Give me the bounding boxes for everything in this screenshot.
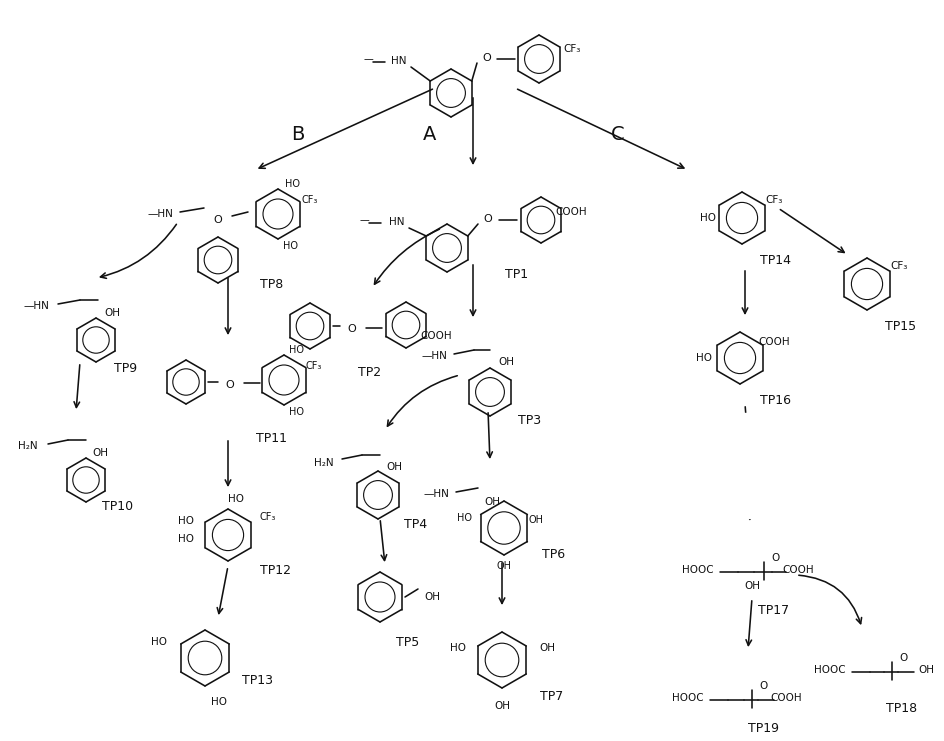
Text: CF₃: CF₃ xyxy=(765,195,782,205)
Text: —: — xyxy=(359,215,368,225)
Text: B: B xyxy=(291,125,304,144)
Text: HO: HO xyxy=(704,447,718,457)
Text: OH: OH xyxy=(385,462,401,472)
Text: TP12: TP12 xyxy=(261,565,291,577)
Text: HO: HO xyxy=(288,407,303,417)
Text: HO: HO xyxy=(456,513,471,523)
Text: OH: OH xyxy=(917,665,933,675)
Text: HO: HO xyxy=(177,534,194,544)
Text: C: C xyxy=(611,125,624,144)
Text: CF₃: CF₃ xyxy=(889,261,907,271)
Text: —: — xyxy=(362,54,373,64)
Text: HO: HO xyxy=(753,425,768,435)
Text: —HN: —HN xyxy=(147,209,173,219)
Text: OH: OH xyxy=(104,308,120,318)
Text: OH: OH xyxy=(496,561,511,571)
Text: CF₃: CF₃ xyxy=(563,44,580,54)
Text: OH: OH xyxy=(483,497,499,507)
Text: TP5: TP5 xyxy=(396,637,419,650)
Text: TP16: TP16 xyxy=(760,393,791,407)
Text: TP1: TP1 xyxy=(505,268,528,282)
Text: TP8: TP8 xyxy=(261,277,283,290)
Text: HO: HO xyxy=(753,427,768,437)
Text: OH: OH xyxy=(538,643,554,653)
Text: O: O xyxy=(482,53,491,63)
Text: COOH: COOH xyxy=(757,337,789,347)
Text: OH: OH xyxy=(494,701,510,711)
Text: HO: HO xyxy=(211,697,227,707)
Text: OH: OH xyxy=(742,503,757,513)
Text: CF₃: CF₃ xyxy=(301,195,318,205)
Text: HO: HO xyxy=(177,516,194,526)
Text: TP17: TP17 xyxy=(758,603,789,617)
Text: HO: HO xyxy=(151,637,167,647)
Text: O: O xyxy=(347,324,356,334)
Text: CF₃: CF₃ xyxy=(306,361,322,371)
Text: HO: HO xyxy=(704,467,718,477)
Text: TP4: TP4 xyxy=(404,519,427,531)
Text: A: A xyxy=(423,125,436,144)
Text: OH: OH xyxy=(528,515,543,525)
Text: COOH: COOH xyxy=(555,207,586,217)
Text: OH: OH xyxy=(92,448,108,458)
Text: OH: OH xyxy=(424,592,440,602)
Text: —HN: —HN xyxy=(423,489,448,499)
Text: COOH: COOH xyxy=(782,565,813,575)
Text: O: O xyxy=(483,214,492,224)
Text: COOH: COOH xyxy=(784,463,814,473)
Text: TP14: TP14 xyxy=(760,253,791,267)
Text: HO: HO xyxy=(228,494,244,504)
Text: O: O xyxy=(759,681,767,691)
Text: HO: HO xyxy=(700,213,716,223)
Text: TP10: TP10 xyxy=(102,499,133,513)
Text: H₂N: H₂N xyxy=(18,441,38,451)
Text: HO: HO xyxy=(696,353,711,363)
Text: HO: HO xyxy=(701,463,716,473)
Text: TP19: TP19 xyxy=(748,722,779,734)
Text: HN: HN xyxy=(389,217,404,227)
Text: TP15: TP15 xyxy=(885,319,916,333)
Text: O: O xyxy=(899,653,907,663)
Text: HO: HO xyxy=(740,501,754,511)
Bar xyxy=(673,413,834,518)
Text: HO: HO xyxy=(728,425,743,435)
Text: HO: HO xyxy=(288,345,303,355)
Text: TP7: TP7 xyxy=(540,689,563,702)
Text: HO: HO xyxy=(284,179,299,189)
Text: HO: HO xyxy=(449,643,465,653)
Text: TP18: TP18 xyxy=(885,702,917,714)
Text: TP6: TP6 xyxy=(542,548,565,562)
Text: O: O xyxy=(226,380,234,390)
Text: OH: OH xyxy=(497,357,514,367)
Text: HOOC: HOOC xyxy=(671,693,703,703)
Text: TP11: TP11 xyxy=(256,431,287,445)
Text: HOOC: HOOC xyxy=(814,665,845,675)
Text: —HN: —HN xyxy=(421,351,447,361)
Text: HO: HO xyxy=(704,447,718,457)
Text: O: O xyxy=(213,215,222,225)
Text: TP2: TP2 xyxy=(358,365,381,379)
Text: TP13: TP13 xyxy=(242,674,272,686)
Text: H₂N: H₂N xyxy=(313,458,333,468)
Text: COOH: COOH xyxy=(769,693,801,703)
Text: TP9: TP9 xyxy=(114,362,138,374)
Text: OH: OH xyxy=(763,425,778,435)
Text: COOH: COOH xyxy=(783,449,812,459)
Text: HN: HN xyxy=(391,56,406,66)
Text: CF₃: CF₃ xyxy=(260,512,276,522)
Text: TP3: TP3 xyxy=(518,413,541,427)
Text: COOH: COOH xyxy=(420,331,451,341)
Text: HO: HO xyxy=(701,447,716,457)
Text: OH: OH xyxy=(743,581,759,591)
Text: HO: HO xyxy=(282,241,297,251)
Text: —HN: —HN xyxy=(23,301,49,311)
Text: HOOC: HOOC xyxy=(682,565,713,575)
Text: O: O xyxy=(771,553,780,563)
